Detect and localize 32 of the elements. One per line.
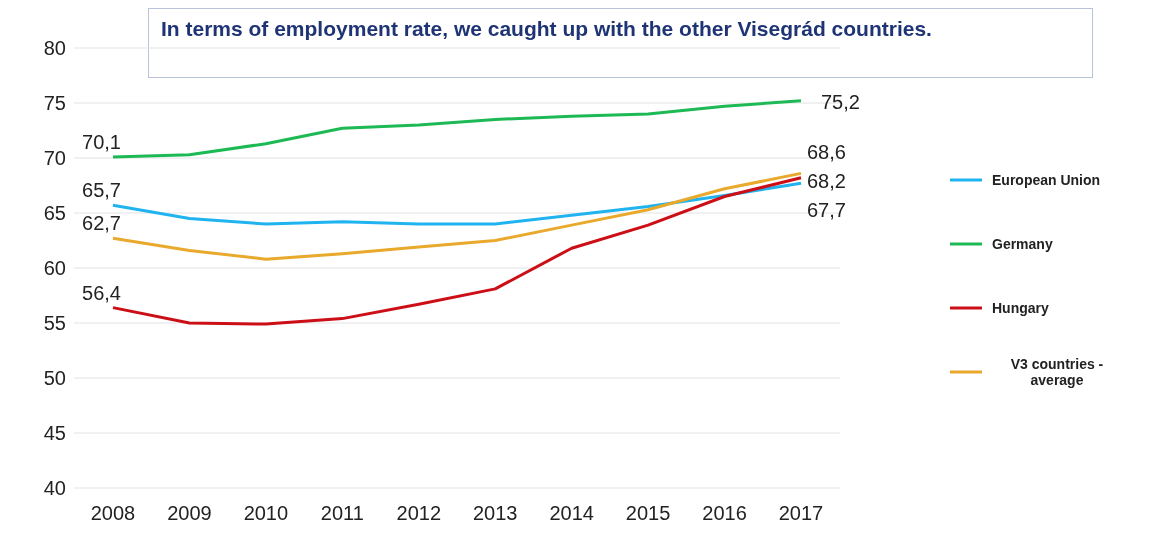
data-label: 65,7 [82,179,121,202]
y-tick-label: 60 [43,257,66,280]
legend-label: Germany [992,236,1053,252]
y-tick-label: 50 [43,367,66,390]
x-tick-label: 2011 [320,502,364,525]
legend-label: European Union [992,172,1101,188]
data-label: 62,7 [82,212,121,235]
y-tick-label: 45 [43,422,66,445]
y-tick-label: 70 [43,147,66,170]
x-tick-label: 2013 [472,502,518,525]
y-tick-label: 65 [43,202,66,225]
x-tick-label: 2017 [778,502,824,525]
x-tick-label: 2008 [90,502,136,525]
data-label: 70,1 [82,130,121,153]
y-tick-label: 80 [43,37,66,60]
data-label: 68,6 [807,141,846,164]
x-tick-label: 2015 [625,502,671,525]
x-tick-label: 2016 [702,502,747,525]
x-tick-label: 2009 [167,502,212,525]
x-tick-label: 2012 [396,502,442,525]
y-tick-label: 55 [43,312,66,335]
data-label: 75,2 [821,90,860,113]
legend-label: V3 countries - average [1009,356,1105,388]
legend-label: Hungary [992,300,1049,316]
x-tick-label: 2010 [243,502,289,525]
y-tick-label: 40 [43,477,66,500]
y-tick-label: 75 [43,92,66,115]
chart-title: In terms of employment rate, we caught up with the other Visegrád countries. [161,16,933,42]
data-label: 67,7 [807,199,846,222]
data-label: 68,2 [807,169,846,192]
data-label: 56,4 [82,281,121,304]
x-tick-label: 2014 [549,502,594,525]
